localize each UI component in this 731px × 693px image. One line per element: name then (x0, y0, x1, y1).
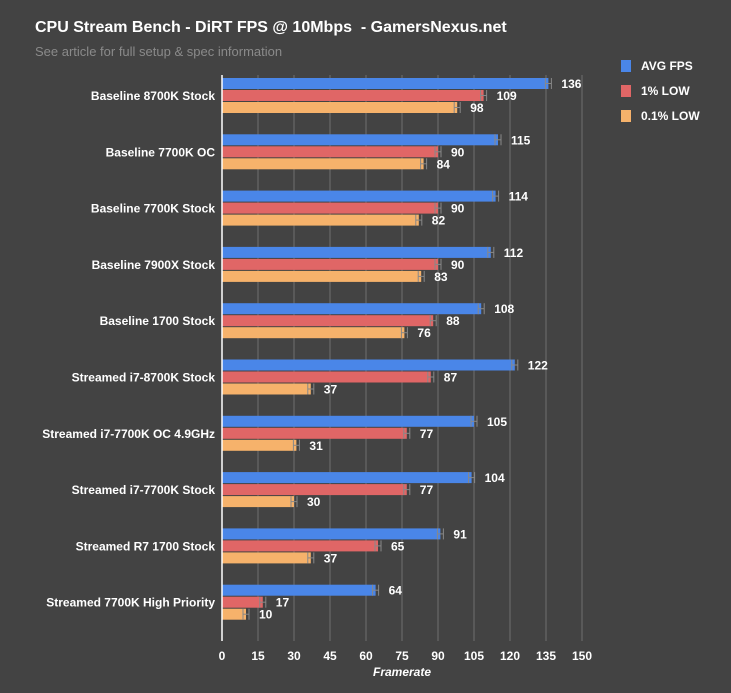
data-label: 77 (420, 427, 434, 441)
category-label: Streamed i7-8700K Stock (72, 371, 216, 385)
data-label: 115 (511, 133, 531, 147)
data-label: 83 (434, 270, 448, 284)
category-label: Baseline 7700K Stock (91, 202, 215, 216)
data-label: 77 (420, 483, 434, 497)
x-tick-label: 105 (464, 649, 484, 663)
bar-1-low (222, 315, 434, 327)
category-label: Streamed i7-7700K Stock (72, 483, 216, 497)
bar-avg-fps (222, 190, 496, 202)
data-label: 104 (485, 471, 505, 485)
bar-avg-fps (222, 303, 482, 315)
bar-0-1-low (222, 102, 458, 113)
bar-1-low (222, 146, 438, 158)
data-label: 64 (389, 584, 403, 598)
data-label: 37 (324, 551, 338, 565)
data-label: 84 (437, 157, 451, 171)
x-tick-label: 150 (572, 649, 592, 663)
data-label: 10 (259, 608, 273, 622)
x-tick-label: 135 (536, 649, 556, 663)
data-label: 90 (451, 258, 465, 272)
x-tick-label: 45 (323, 649, 337, 663)
bar-1-low (222, 371, 431, 383)
bar-avg-fps (222, 134, 498, 146)
bar-0-1-low (222, 552, 311, 564)
bar-0-1-low (222, 496, 294, 508)
data-label: 30 (307, 495, 321, 509)
category-label: Baseline 8700K Stock (91, 89, 215, 103)
bar-avg-fps (222, 528, 441, 540)
bar-0-1-low (222, 270, 422, 282)
category-label: Streamed R7 1700 Stock (76, 539, 216, 553)
data-label: 112 (504, 246, 524, 260)
chart-title: CPU Stream Bench - DiRT FPS @ 10Mbps - G… (35, 19, 507, 36)
data-label: 108 (494, 302, 514, 316)
bar-avg-fps (222, 78, 549, 89)
data-label: 82 (432, 214, 446, 228)
category-label: Baseline 1700 Stock (100, 314, 216, 328)
data-label: 114 (509, 190, 529, 204)
legend-swatch (621, 110, 631, 122)
bar-avg-fps (222, 472, 472, 484)
legend-swatch (621, 60, 631, 72)
data-label: 91 (453, 527, 467, 541)
chart-subtitle: See article for full setup & spec inform… (35, 44, 283, 59)
category-label: Streamed 7700K High Priority (46, 596, 215, 610)
bar-1-low (222, 484, 407, 496)
bar-avg-fps (222, 246, 491, 258)
bar-0-1-low (222, 608, 246, 620)
bar-0-1-low (222, 214, 419, 226)
x-tick-label: 0 (219, 649, 226, 663)
legend-label: 0.1% LOW (641, 109, 700, 123)
legend-item-01pct-low: 0.1% LOW (621, 109, 700, 123)
x-tick-label: 30 (287, 649, 301, 663)
data-label: 105 (487, 415, 507, 429)
data-label: 136 (561, 77, 581, 91)
x-axis-title: Framerate (373, 665, 431, 679)
legend-label: 1% LOW (641, 84, 690, 98)
bar-1-low (222, 427, 407, 439)
legend-item-1pct-low: 1% LOW (621, 84, 690, 98)
data-label: 31 (309, 439, 323, 453)
x-tick-label: 75 (395, 649, 409, 663)
bar-1-low (222, 202, 438, 214)
category-label: Streamed i7-7700K OC 4.9GHz (42, 427, 215, 441)
data-label: 87 (444, 371, 458, 385)
bar-1-low (222, 90, 484, 101)
category-label: Baseline 7900X Stock (92, 258, 216, 272)
data-label: 76 (417, 326, 431, 340)
data-label: 90 (451, 145, 465, 159)
data-label: 98 (470, 101, 484, 115)
bar-1-low (222, 540, 378, 552)
data-label: 37 (324, 383, 338, 397)
legend-item-avg-fps: AVG FPS (621, 59, 693, 73)
data-label: 88 (446, 314, 460, 328)
x-tick-label: 60 (359, 649, 373, 663)
x-tick-label: 15 (251, 649, 265, 663)
legend-swatch (621, 85, 631, 97)
data-label: 122 (528, 359, 548, 373)
bar-1-low (222, 596, 263, 608)
x-tick-label: 90 (431, 649, 445, 663)
bar-avg-fps (222, 415, 474, 427)
bar-0-1-low (222, 158, 424, 170)
data-label: 109 (497, 89, 517, 103)
bar-0-1-low (222, 439, 297, 451)
bar-avg-fps (222, 584, 376, 596)
data-label: 65 (391, 539, 405, 553)
data-label: 17 (276, 596, 290, 610)
legend-label: AVG FPS (641, 59, 693, 73)
category-label: Baseline 7700K OC (106, 145, 216, 159)
bar-avg-fps (222, 359, 515, 371)
bar-0-1-low (222, 327, 405, 339)
x-tick-label: 120 (500, 649, 520, 663)
bar-1-low (222, 258, 438, 270)
bar-0-1-low (222, 383, 311, 395)
data-label: 90 (451, 202, 465, 216)
